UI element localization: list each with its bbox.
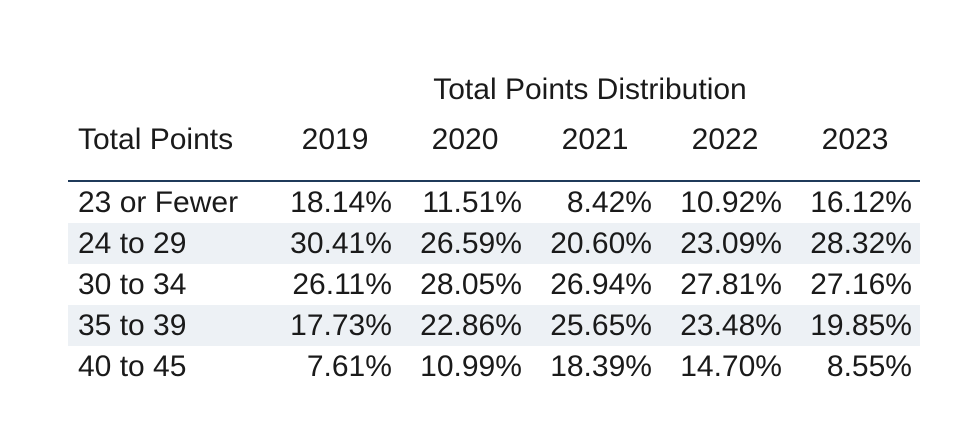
table-cell: 23.48% <box>680 308 782 342</box>
table-cell: 25.65% <box>550 308 652 342</box>
table-cell: 28.32% <box>810 226 912 260</box>
table-cell: 8.55% <box>826 349 912 383</box>
table-cell: 18.39% <box>550 349 652 383</box>
row-label: 23 or Fewer <box>78 185 239 219</box>
table-body: 23 or Fewer 18.14% 11.51% 8.42% 10.92% 1… <box>68 182 920 387</box>
table-cell: 7.61% <box>306 349 392 383</box>
table-cell: 22.86% <box>420 308 522 342</box>
table-cell: 30.41% <box>290 226 392 260</box>
row-label: 24 to 29 <box>78 226 187 260</box>
table-cell: 27.16% <box>810 267 912 301</box>
header-divider <box>68 180 920 182</box>
row-label: 30 to 34 <box>78 267 187 301</box>
table-cell: 16.12% <box>810 185 912 219</box>
row-label: 40 to 45 <box>78 349 187 383</box>
table-cell: 10.92% <box>680 185 782 219</box>
table-cell: 14.70% <box>680 349 782 383</box>
row-label: 35 to 39 <box>78 308 187 342</box>
table-cell: 26.59% <box>420 226 522 260</box>
table-row: 40 to 45 7.61% 10.99% 18.39% 14.70% 8.55… <box>68 346 920 387</box>
column-header-2021: 2021 <box>561 123 629 156</box>
table-cell: 19.85% <box>810 308 912 342</box>
table-row: 23 or Fewer 18.14% 11.51% 8.42% 10.92% 1… <box>68 182 920 223</box>
table-cell: 10.99% <box>420 349 522 383</box>
table-row: 30 to 34 26.11% 28.05% 26.94% 27.81% 27.… <box>68 264 920 305</box>
column-header-2022: 2022 <box>691 123 759 156</box>
table-cell: 8.42% <box>566 185 652 219</box>
table-cell: 18.14% <box>290 185 392 219</box>
table-cell: 27.81% <box>680 267 782 301</box>
column-header-2023: 2023 <box>821 123 889 156</box>
table-row: 24 to 29 30.41% 26.59% 20.60% 23.09% 28.… <box>68 223 920 264</box>
table-cell: 11.51% <box>422 185 522 219</box>
table-cell: 28.05% <box>420 267 522 301</box>
table-cell: 23.09% <box>680 226 782 260</box>
table-row: 35 to 39 17.73% 22.86% 25.65% 23.48% 19.… <box>68 305 920 346</box>
table-cell: 26.11% <box>292 267 392 301</box>
table-header-row: Total Points 2019 2020 2021 2022 2023 <box>68 118 920 162</box>
column-header-2020: 2020 <box>431 123 499 156</box>
table-cell: 17.73% <box>290 308 392 342</box>
column-header-2019: 2019 <box>301 123 369 156</box>
row-header-label: Total Points <box>78 123 234 156</box>
table-title: Total Points Distribution <box>433 73 747 106</box>
table-cell: 20.60% <box>550 226 652 260</box>
table-cell: 26.94% <box>550 267 652 301</box>
